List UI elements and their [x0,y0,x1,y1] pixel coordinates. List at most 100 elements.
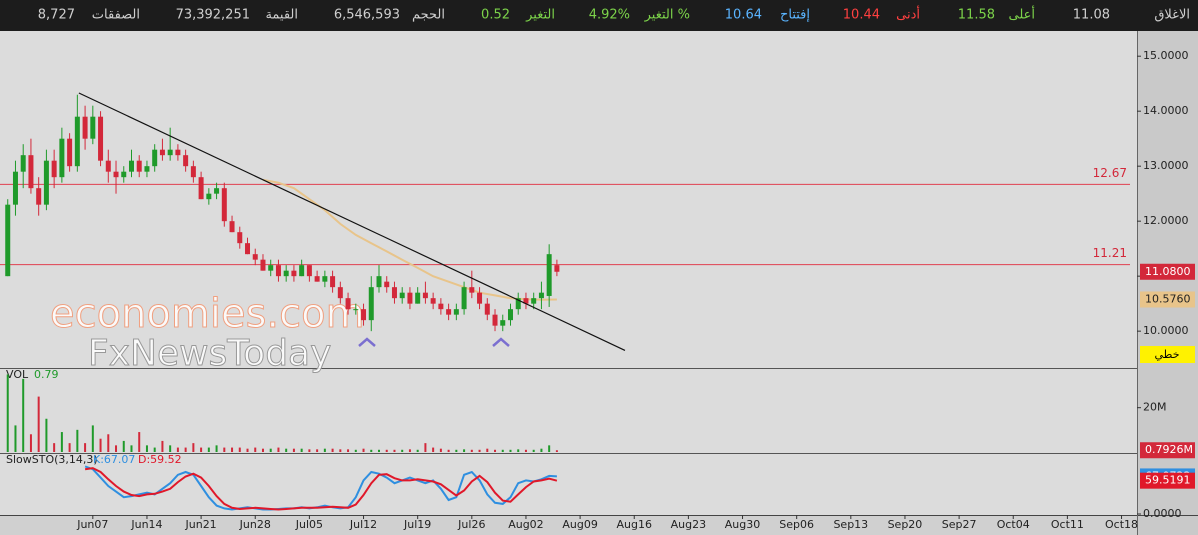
x-tick-label: Jun14 [130,518,162,531]
candle-body [229,221,235,233]
volume-bar [292,448,295,452]
candle-body [67,138,73,167]
candle-body [98,116,104,161]
candle-body [252,254,258,260]
volume-bar [300,448,303,452]
price-tag-label: 59.5191 [1145,474,1191,487]
x-tick-label: Jun28 [239,518,271,531]
volume-bar [478,449,481,452]
volume-bar [176,447,179,452]
ticker-value: 8,727 [38,8,75,23]
y-tick-label: 0.0000 [1143,507,1182,520]
candle-body [291,270,297,277]
marker [492,337,510,347]
volume-bar [14,425,17,452]
volume-bar [494,449,497,452]
stoch-line [84,467,558,511]
mode-label[interactable]: خطي [1155,348,1180,361]
candle-body [36,188,42,205]
volume-bar [385,449,388,452]
candle-body [407,292,413,304]
panel-title: VOL [6,368,29,381]
volume-bar [277,447,280,452]
volume-bar [184,447,187,452]
volume-bar [432,447,435,452]
stoch-line [84,465,557,511]
volume-bar [509,449,512,452]
ticker-value: 11.08 [1073,8,1110,23]
volume-bar [261,448,264,452]
volume-bar [401,449,404,452]
volume-bar [161,440,164,452]
y-tick-label: 14.0000 [1143,104,1189,117]
volume-bar [153,447,156,452]
volume-bar [246,448,249,452]
x-tick-label: Aug30 [725,518,760,531]
ticker-value: 10.64 [725,8,762,23]
candle-body [422,292,428,299]
marker [358,337,376,347]
candle-body [245,243,251,255]
ticker-label: الصفقات [92,8,140,23]
volume-bar [463,449,466,452]
moving-average [262,178,557,301]
candle-body [283,270,289,277]
candle-body [500,320,506,326]
volume-bar [169,445,172,452]
volume-bar [486,448,489,452]
candle-body [51,160,57,178]
price-tag [1140,442,1195,459]
price-tag [1140,472,1195,489]
candle-body [515,298,521,310]
ticker-label: الاغلاق [1154,8,1190,23]
x-tick-label: Sep13 [833,518,868,531]
price-tag-label: 0.7926M [1145,443,1193,456]
ticker-value: 11.58 [958,8,995,23]
volume-bar [532,449,535,452]
ticker-label: القيمة [265,8,298,23]
volume-bar [424,443,427,452]
ticker-value: 6,546,593 [334,8,400,23]
volume-bar [339,449,342,452]
volume-bar [138,432,141,452]
y-tick-label: 12.0000 [1143,214,1189,227]
candle-body [59,138,65,178]
volume-bar [145,445,148,452]
y-tick-label: 15.0000 [1143,49,1189,62]
volume-bar [223,447,226,452]
candle-body [82,116,88,139]
mode-button[interactable] [1140,346,1195,363]
candle-body [507,309,513,321]
volume-bar [29,434,32,452]
x-tick-label: Oct18 [1105,518,1138,531]
x-tick-label: Aug16 [617,518,652,531]
price-tag-label: 10.5760 [1145,292,1191,305]
watermark: FxNewsToday [88,333,331,374]
candle-body [190,166,196,178]
volume-bar [362,448,365,452]
candle-body [399,292,405,299]
candle-body [113,171,119,178]
candle-body [430,298,436,304]
time-axis [0,515,1137,535]
volume-bar [308,449,311,452]
volume-bar [555,450,558,452]
volume-bar [540,448,543,452]
volume-bar [447,449,450,452]
price-tag [1140,291,1195,308]
x-tick-label: Oct11 [1051,518,1084,531]
candle-body [438,303,444,310]
candle-body [144,166,150,172]
candle-body [322,276,328,282]
candle-body [538,292,544,299]
legend-label: K:67.07 [93,453,135,466]
candle-body [546,254,552,296]
candle-body [43,160,49,205]
volume-bar [285,448,288,452]
ticker-label: إفتتاح [780,8,810,23]
volume-bar [439,448,442,452]
volume-bar [231,447,234,452]
candle-body [275,265,281,277]
